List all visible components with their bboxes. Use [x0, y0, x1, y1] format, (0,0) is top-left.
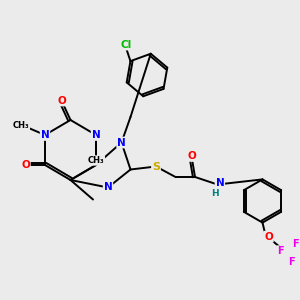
Text: O: O	[264, 232, 273, 242]
Text: F: F	[288, 257, 294, 267]
Text: N: N	[215, 178, 224, 188]
Text: N: N	[40, 130, 50, 140]
Text: CH₃: CH₃	[88, 156, 104, 165]
Text: N: N	[117, 137, 126, 148]
Text: F: F	[277, 246, 284, 256]
Text: O: O	[188, 151, 196, 161]
Text: CH₃: CH₃	[13, 122, 29, 130]
Text: O: O	[57, 95, 66, 106]
Text: N: N	[103, 182, 112, 193]
Text: N: N	[92, 130, 100, 140]
Text: Cl: Cl	[120, 40, 132, 50]
Text: O: O	[21, 160, 30, 170]
Text: H: H	[211, 189, 218, 198]
Text: F: F	[292, 239, 299, 249]
Text: S: S	[152, 161, 160, 172]
